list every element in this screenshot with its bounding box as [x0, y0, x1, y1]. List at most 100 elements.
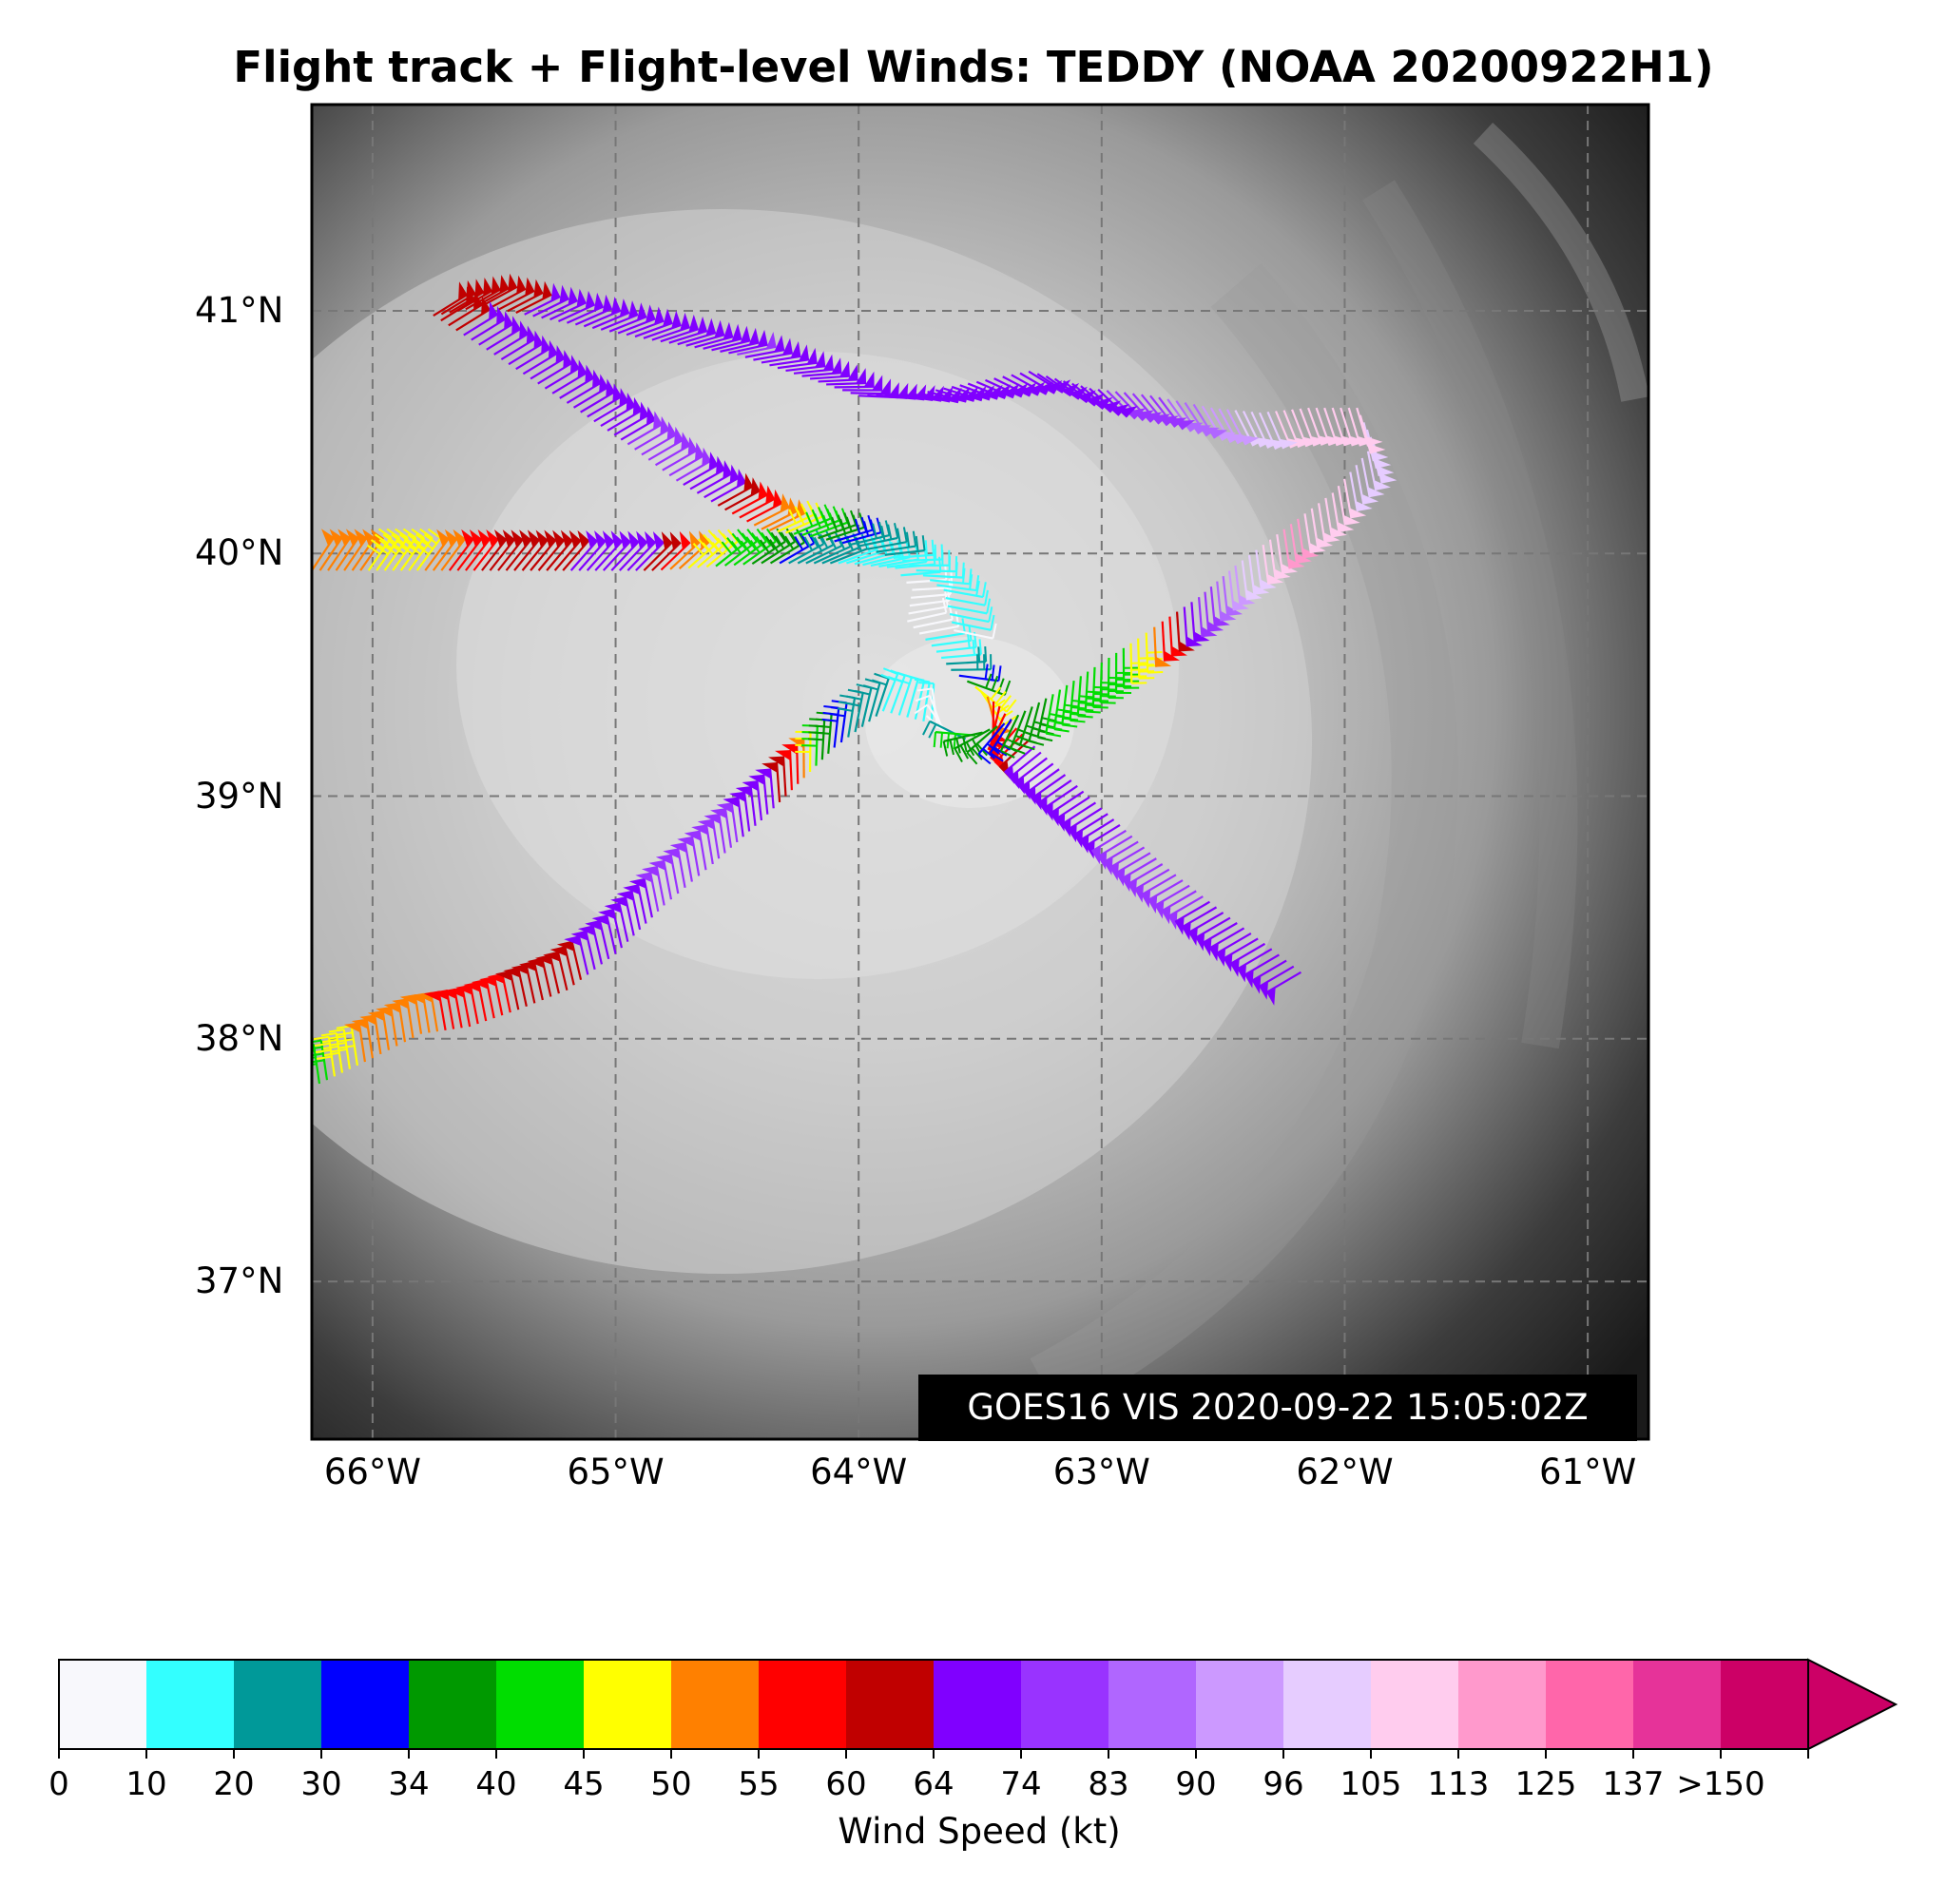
wind-barb — [600, 392, 636, 428]
wind-barb — [1050, 790, 1085, 827]
wind-barb — [1161, 890, 1197, 925]
wind-barb — [366, 528, 393, 571]
wind-barb — [761, 341, 801, 364]
colorbar-bin — [1371, 1660, 1458, 1749]
wind-barb — [753, 493, 791, 527]
colorbar-bin — [671, 1660, 759, 1749]
colorbar-label: Wind Speed (kt) — [838, 1811, 1121, 1852]
colorbar-tick-label: 64 — [913, 1765, 954, 1803]
wind-barb — [515, 335, 551, 371]
wind-barb — [585, 919, 610, 960]
wind-barb — [613, 401, 649, 436]
wind-barb — [537, 529, 566, 571]
wind-barb — [662, 436, 698, 471]
wind-barb — [549, 288, 587, 321]
wind-barb — [564, 935, 589, 975]
colorbar-tick-label: 74 — [1000, 1765, 1042, 1803]
colorbar-bin — [409, 1660, 496, 1749]
wind-barb — [1079, 818, 1115, 854]
wind-barb — [522, 339, 558, 375]
wind-barb — [1043, 784, 1078, 821]
wind-barb — [610, 530, 640, 571]
wind-barb — [608, 302, 647, 333]
wind-barb — [580, 378, 616, 413]
wind-barb — [376, 1006, 398, 1047]
wind-barb — [544, 355, 580, 390]
wind-barb — [569, 529, 599, 571]
wind-barb — [1031, 774, 1067, 811]
wind-barb — [1127, 863, 1164, 897]
wind-barb — [826, 368, 867, 386]
wind-barb — [343, 1022, 367, 1063]
wind-barb — [1265, 971, 1301, 1006]
wind-barb — [498, 277, 535, 311]
wind-barb — [761, 761, 781, 802]
wind-barb — [359, 1014, 382, 1055]
wind-barb — [943, 580, 987, 599]
wind-barb — [1067, 807, 1103, 843]
wind-barb — [432, 529, 458, 571]
wind-barb — [500, 325, 536, 360]
wind-barb — [604, 902, 629, 942]
map-panel — [310, 103, 1650, 1441]
wind-barb — [744, 335, 785, 358]
wind-barb — [1223, 937, 1259, 972]
wind-barb — [801, 357, 842, 377]
wind-barb — [546, 529, 573, 571]
wind-barb — [755, 768, 775, 809]
lon-tick-label: 63°W — [1052, 1452, 1150, 1492]
wind-barb — [553, 529, 582, 571]
wind-barb — [739, 485, 776, 519]
wind-barb — [775, 750, 793, 791]
colorbar-tick-label: 0 — [48, 1765, 69, 1803]
wind-barb — [635, 872, 660, 912]
colorbar-tick-label: 45 — [563, 1765, 605, 1803]
colorbar-tick-label: 55 — [738, 1765, 780, 1803]
wind-barb — [703, 323, 742, 350]
wind-barb — [494, 970, 520, 1010]
wind-barb — [954, 623, 997, 640]
wind-barb — [515, 280, 552, 315]
lat-tick-label: 38°N — [195, 1017, 284, 1059]
wind-barb — [654, 432, 691, 467]
wind-barb — [1195, 916, 1231, 952]
wind-barb — [623, 884, 647, 924]
wind-barb — [359, 529, 384, 571]
wind-barb — [922, 720, 967, 740]
wind-barb — [489, 529, 516, 571]
wind-barb — [479, 975, 504, 1016]
colorbar-bin — [1633, 1660, 1721, 1749]
colorbar-bin — [234, 1660, 321, 1749]
wind-barb — [543, 951, 569, 990]
wind-barb — [481, 273, 518, 307]
wind-barb — [884, 535, 926, 556]
wind-barb — [647, 426, 684, 461]
wind-barb — [1247, 554, 1270, 595]
wind-barb — [551, 359, 588, 394]
wind-barb — [746, 489, 783, 523]
wind-barb — [1011, 374, 1054, 395]
wind-barb — [375, 528, 401, 571]
lon-tick-label: 62°W — [1296, 1452, 1394, 1492]
wind-barb — [487, 972, 511, 1013]
colorbar-tick-label: 50 — [650, 1765, 692, 1803]
wind-barb — [660, 530, 691, 571]
wind-barb — [335, 529, 360, 571]
wind-barb — [684, 830, 707, 871]
lat-tick-label: 39°N — [195, 775, 284, 817]
wind-barb — [591, 298, 630, 330]
wind-barb — [912, 572, 954, 591]
wind-barb — [908, 591, 949, 615]
wind-barb — [1234, 565, 1256, 606]
wind-barb — [717, 472, 754, 507]
wind-barb — [694, 321, 734, 349]
wind-barb — [691, 824, 714, 865]
colorbar-bin — [496, 1660, 584, 1749]
colorbar-bin — [584, 1660, 671, 1749]
wind-barb — [1002, 375, 1046, 396]
wind-barb — [930, 567, 973, 586]
wind-barb — [424, 529, 450, 571]
wind-barb — [729, 791, 751, 832]
wind-barb — [949, 606, 993, 624]
colorbar-tick-label: 40 — [475, 1765, 517, 1803]
